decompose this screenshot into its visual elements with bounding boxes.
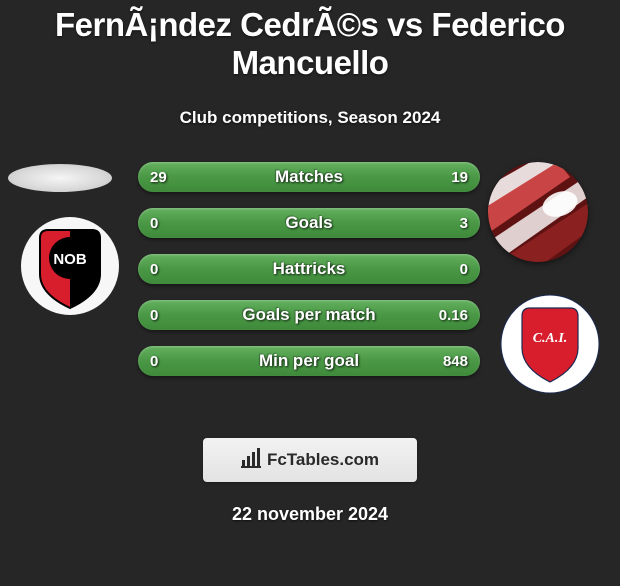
stat-right-value: 0 [460,261,468,278]
date-text: 22 november 2024 [0,504,620,525]
stat-right-value: 3 [460,215,468,232]
stat-row-goals: 0 Goals 3 [138,208,480,238]
club-left-text: NOB [53,251,87,268]
stat-left-value: 0 [150,307,158,324]
stat-right-value: 19 [451,169,468,186]
stat-label: Hattricks [273,259,346,279]
stat-label: Goals [285,213,332,233]
stat-row-goals-per-match: 0 Goals per match 0.16 [138,300,480,330]
stat-label: Min per goal [259,351,359,371]
chart-icon [241,448,261,473]
stats-bars: 29 Matches 19 0 Goals 3 0 Hattricks 0 0 … [138,162,480,392]
stat-right-value: 0.16 [439,307,468,324]
page-title: FernÃ¡ndez CedrÃ©s vs Federico Mancuello [0,6,620,82]
stat-label: Matches [275,167,343,187]
player-right-club-badge: C.A.I. [500,294,600,394]
stat-row-matches: 29 Matches 19 [138,162,480,192]
stat-row-hattricks: 0 Hattricks 0 [138,254,480,284]
stat-left-value: 29 [150,169,167,186]
stat-row-min-per-goal: 0 Min per goal 848 [138,346,480,376]
stat-left-value: 0 [150,353,158,370]
stat-left-value: 0 [150,261,158,278]
player-right-avatar [488,162,588,262]
subtitle: Club competitions, Season 2024 [0,108,620,128]
stat-left-value: 0 [150,215,158,232]
club-right-text: C.A.I. [533,331,568,346]
stat-right-value: 848 [443,353,468,370]
stat-label: Goals per match [242,305,375,325]
branding-text: FcTables.com [267,450,379,470]
player-left-avatar [8,164,112,192]
comparison-content: NOB C.A.I. [0,166,620,426]
branding-box[interactable]: FcTables.com [203,438,417,482]
player-left-club-badge: NOB [20,216,120,316]
